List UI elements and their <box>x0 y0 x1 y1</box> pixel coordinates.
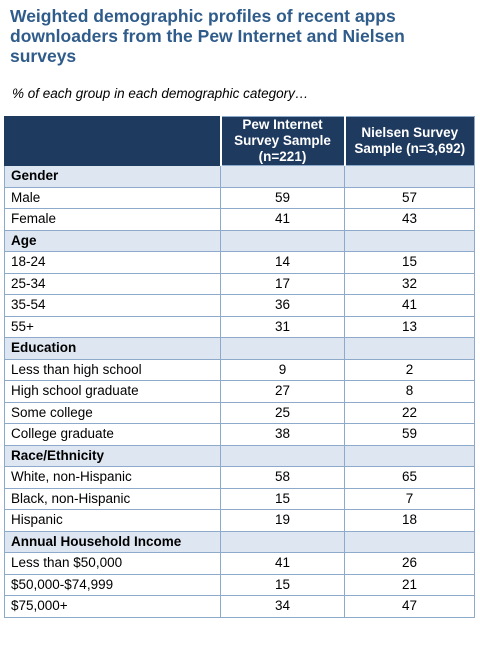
pew-value: 59 <box>220 186 345 209</box>
row-label: Less than $50,000 <box>4 552 221 575</box>
section-header-row: Education <box>4 337 475 360</box>
table-body: Gender Male 59 57 Female 41 43 Age 18-24 14 15 25-3… <box>4 165 475 618</box>
row-label: 35-54 <box>4 294 221 317</box>
row-label: 55+ <box>4 315 221 338</box>
table-row: Female 41 43 <box>4 208 475 231</box>
pew-value: 41 <box>220 208 345 231</box>
pew-value: 38 <box>220 423 345 446</box>
table-row: 55+ 31 13 <box>4 315 475 338</box>
pew-value: 15 <box>220 487 345 510</box>
row-label: $50,000-$74,999 <box>4 573 221 596</box>
table-row: $50,000-$74,999 15 21 <box>4 573 475 596</box>
nielsen-value: 59 <box>344 423 475 446</box>
pew-value: 19 <box>220 509 345 532</box>
header-nielsen-sample: Nielsen Survey Sample (n=3,692) <box>344 116 475 166</box>
section-empty-cell <box>344 165 475 188</box>
table-row: 18-24 14 15 <box>4 251 475 274</box>
section-title: Gender <box>4 165 221 188</box>
pew-value: 58 <box>220 466 345 489</box>
nielsen-value: 41 <box>344 294 475 317</box>
table-row: 25-34 17 32 <box>4 272 475 295</box>
nielsen-value: 65 <box>344 466 475 489</box>
section-header-row: Race/Ethnicity <box>4 444 475 467</box>
nielsen-value: 57 <box>344 186 475 209</box>
pew-value: 14 <box>220 251 345 274</box>
row-label: Less than high school <box>4 358 221 381</box>
header-blank-cell <box>4 116 221 166</box>
section-header-row: Age <box>4 229 475 252</box>
table-row: Male 59 57 <box>4 186 475 209</box>
section-empty-cell <box>220 337 345 360</box>
row-label: Black, non-Hispanic <box>4 487 221 510</box>
section-title: Annual Household Income <box>4 530 221 553</box>
nielsen-value: 2 <box>344 358 475 381</box>
table-row: Black, non-Hispanic 15 7 <box>4 487 475 510</box>
pew-value: 17 <box>220 272 345 295</box>
section-title: Race/Ethnicity <box>4 444 221 467</box>
nielsen-value: 18 <box>344 509 475 532</box>
row-label: College graduate <box>4 423 221 446</box>
table-subtitle: % of each group in each demographic cate… <box>12 86 309 101</box>
pew-value: 27 <box>220 380 345 403</box>
section-empty-cell <box>220 530 345 553</box>
nielsen-value: 7 <box>344 487 475 510</box>
row-label: 25-34 <box>4 272 221 295</box>
table-row: Less than $50,000 41 26 <box>4 552 475 575</box>
table-row: Hispanic 19 18 <box>4 509 475 532</box>
row-label: White, non-Hispanic <box>4 466 221 489</box>
table-row: $75,000+ 34 47 <box>4 595 475 618</box>
nielsen-value: 26 <box>344 552 475 575</box>
nielsen-value: 22 <box>344 401 475 424</box>
row-label: Hispanic <box>4 509 221 532</box>
section-empty-cell <box>220 165 345 188</box>
table-row: White, non-Hispanic 58 65 <box>4 466 475 489</box>
section-empty-cell <box>344 337 475 360</box>
section-title: Education <box>4 337 221 360</box>
demographics-table: Pew Internet Survey Sample (n=221) Niels… <box>4 116 475 618</box>
table-row: College graduate 38 59 <box>4 423 475 446</box>
page-title: Weighted demographic profiles of recent … <box>10 6 405 66</box>
pew-value: 34 <box>220 595 345 618</box>
pew-value: 36 <box>220 294 345 317</box>
pew-value: 25 <box>220 401 345 424</box>
row-label: Female <box>4 208 221 231</box>
header-pew-sample: Pew Internet Survey Sample (n=221) <box>219 116 346 166</box>
table-row: 35-54 36 41 <box>4 294 475 317</box>
section-empty-cell <box>344 229 475 252</box>
section-empty-cell <box>220 444 345 467</box>
section-empty-cell <box>344 530 475 553</box>
pew-value: 15 <box>220 573 345 596</box>
table-header-row: Pew Internet Survey Sample (n=221) Niels… <box>4 116 475 166</box>
nielsen-value: 43 <box>344 208 475 231</box>
table-row: High school graduate 27 8 <box>4 380 475 403</box>
table-row: Less than high school 9 2 <box>4 358 475 381</box>
section-empty-cell <box>344 444 475 467</box>
pew-value: 41 <box>220 552 345 575</box>
nielsen-value: 8 <box>344 380 475 403</box>
section-empty-cell <box>220 229 345 252</box>
section-header-row: Annual Household Income <box>4 530 475 553</box>
nielsen-value: 32 <box>344 272 475 295</box>
nielsen-value: 13 <box>344 315 475 338</box>
row-label: High school graduate <box>4 380 221 403</box>
table-row: Some college 25 22 <box>4 401 475 424</box>
nielsen-value: 47 <box>344 595 475 618</box>
section-header-row: Gender <box>4 165 475 188</box>
row-label: 18-24 <box>4 251 221 274</box>
nielsen-value: 21 <box>344 573 475 596</box>
pew-value: 9 <box>220 358 345 381</box>
pew-value: 31 <box>220 315 345 338</box>
section-title: Age <box>4 229 221 252</box>
row-label: Some college <box>4 401 221 424</box>
row-label: $75,000+ <box>4 595 221 618</box>
nielsen-value: 15 <box>344 251 475 274</box>
row-label: Male <box>4 186 221 209</box>
